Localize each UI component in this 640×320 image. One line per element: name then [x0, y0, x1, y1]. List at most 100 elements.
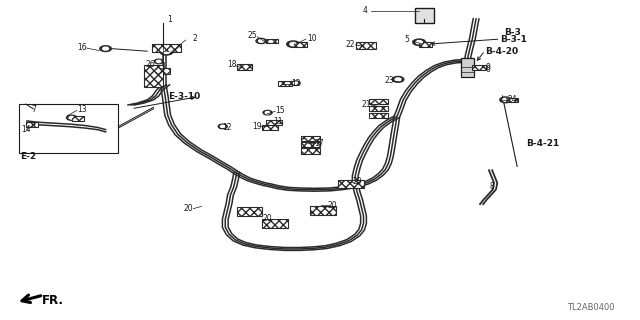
Bar — [156, 68, 170, 74]
Bar — [144, 65, 163, 87]
Bar — [310, 206, 336, 215]
Bar — [461, 58, 474, 77]
Bar — [506, 98, 518, 102]
Bar — [338, 180, 364, 188]
Text: 16: 16 — [77, 43, 87, 52]
Text: 25: 25 — [248, 31, 258, 40]
Bar — [369, 99, 388, 104]
Bar — [278, 81, 292, 86]
Bar — [356, 42, 376, 49]
Circle shape — [100, 46, 111, 52]
Bar — [472, 65, 486, 70]
Text: 7: 7 — [31, 105, 36, 114]
Bar — [266, 38, 278, 43]
Circle shape — [156, 60, 161, 63]
Bar — [72, 116, 84, 121]
Text: 22: 22 — [346, 40, 355, 49]
Bar — [301, 136, 320, 141]
Text: E-3-10: E-3-10 — [168, 92, 200, 101]
Text: 21: 21 — [362, 100, 371, 109]
Text: 20: 20 — [352, 177, 362, 186]
Bar — [152, 44, 181, 52]
Bar — [156, 68, 170, 74]
Bar — [356, 42, 376, 49]
Bar — [294, 42, 307, 47]
Circle shape — [220, 125, 225, 127]
Circle shape — [218, 124, 227, 129]
Bar — [369, 106, 388, 111]
Bar — [419, 42, 432, 47]
Circle shape — [290, 43, 296, 46]
Text: B-4-21: B-4-21 — [526, 139, 559, 148]
Bar — [262, 125, 278, 130]
Circle shape — [160, 49, 173, 55]
Text: 26: 26 — [145, 60, 156, 69]
Text: 8: 8 — [489, 182, 494, 191]
Bar — [237, 64, 252, 70]
Bar — [266, 120, 282, 125]
Bar — [237, 64, 252, 70]
Bar — [310, 206, 336, 215]
Text: 20: 20 — [262, 214, 273, 223]
Circle shape — [69, 116, 74, 119]
Text: 17: 17 — [314, 139, 324, 148]
Circle shape — [67, 115, 77, 120]
Bar — [419, 42, 432, 47]
Circle shape — [163, 50, 170, 53]
Text: 6: 6 — [485, 65, 490, 74]
Text: 20: 20 — [328, 201, 338, 210]
Text: FR.: FR. — [42, 294, 64, 307]
Circle shape — [503, 99, 509, 101]
Bar — [301, 148, 320, 154]
Bar — [144, 65, 163, 87]
Bar — [301, 148, 320, 154]
Text: 3: 3 — [161, 62, 166, 71]
Bar — [266, 38, 278, 43]
Bar — [237, 207, 262, 216]
Text: B-3: B-3 — [504, 28, 521, 37]
Bar — [369, 106, 388, 111]
Bar — [472, 65, 486, 70]
Bar — [301, 142, 320, 147]
Bar — [301, 136, 320, 141]
Text: 12: 12 — [223, 123, 232, 132]
Circle shape — [157, 71, 163, 73]
Text: 10: 10 — [307, 34, 317, 43]
Circle shape — [103, 47, 109, 50]
Text: 19: 19 — [252, 122, 262, 131]
Text: B-4-20: B-4-20 — [485, 47, 518, 56]
Bar — [506, 98, 518, 102]
Text: 1: 1 — [167, 15, 172, 24]
Bar — [262, 219, 288, 228]
Bar — [369, 113, 388, 118]
Circle shape — [154, 59, 163, 64]
Circle shape — [263, 110, 272, 115]
Text: 14: 14 — [20, 125, 31, 134]
Text: E-2: E-2 — [20, 152, 36, 161]
Text: 11: 11 — [274, 117, 283, 126]
Circle shape — [291, 81, 300, 85]
Circle shape — [287, 41, 300, 47]
Circle shape — [413, 39, 426, 45]
Bar — [369, 99, 388, 104]
Bar — [301, 142, 320, 147]
Text: 24: 24 — [507, 95, 517, 104]
Bar — [338, 180, 364, 188]
Circle shape — [396, 78, 401, 81]
Bar — [237, 207, 262, 216]
Circle shape — [392, 76, 404, 82]
Text: 5: 5 — [404, 36, 409, 44]
Circle shape — [259, 40, 264, 42]
Bar — [262, 219, 288, 228]
Bar — [278, 81, 292, 86]
Bar — [26, 122, 38, 126]
Circle shape — [155, 69, 165, 75]
Bar — [369, 113, 388, 118]
Bar — [415, 8, 434, 23]
Circle shape — [416, 41, 422, 44]
Text: 23: 23 — [384, 76, 394, 85]
Text: 20: 20 — [184, 204, 194, 213]
Text: 12: 12 — [291, 79, 300, 88]
Circle shape — [500, 97, 511, 103]
Circle shape — [256, 38, 266, 44]
